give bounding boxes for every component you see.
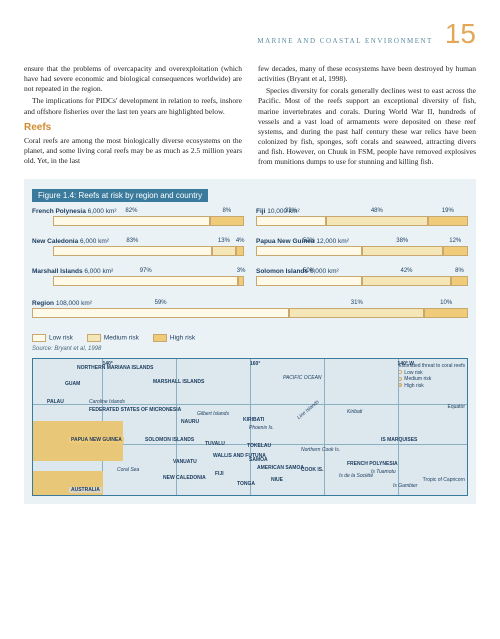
figure-legend: Low risk Medium risk High risk	[32, 334, 468, 342]
figure-1-4: Figure 1.4: Reefs at risk by region and …	[24, 179, 476, 504]
bar-entry: Region 108,000 km²59%31%10%	[32, 300, 468, 326]
legend-low: Low risk	[49, 335, 73, 342]
para: ensure that the problems of overcapacity…	[24, 64, 242, 94]
bar-entry: New Caledonia 6,000 km²83%13%4%	[32, 238, 244, 264]
figure-title: Figure 1.4: Reefs at risk by region and …	[32, 189, 208, 202]
bar-entry: Papua New Guinea 12,000 km²50%38%12%	[256, 238, 468, 264]
swatch-low	[32, 334, 46, 342]
legend-med: Medium risk	[104, 335, 139, 342]
map: Estimated threat to coral reefsLow riskM…	[32, 358, 468, 496]
bar-entry: Solomon Islands 6,000 km²50%42%8%	[256, 268, 468, 294]
swatch-med	[87, 334, 101, 342]
para: few decades, many of these ecosystems ha…	[258, 64, 476, 84]
bar-entry: Marshall Islands 6,000 km²97%3%	[32, 268, 244, 294]
section-header: MARINE AND COASTAL ENVIRONMENT	[257, 37, 432, 45]
swatch-high	[153, 334, 167, 342]
body-columns: ensure that the problems of overcapacity…	[24, 64, 476, 169]
page-number: 15	[445, 18, 476, 50]
para: Coral reefs are among the most biologica…	[24, 136, 242, 166]
para: The implications for PIDCs' development …	[24, 96, 242, 116]
reefs-heading: Reefs	[24, 121, 242, 135]
figure-source: Source: Bryant et al, 1998	[32, 346, 468, 352]
legend-high: High risk	[170, 335, 195, 342]
para: Species diversity for corals generally d…	[258, 86, 476, 167]
bar-entry: Fiji 10,000 km²33%48%19%	[256, 208, 468, 234]
bar-entry: French Polynesia 6,000 km²82%8%	[32, 208, 244, 234]
